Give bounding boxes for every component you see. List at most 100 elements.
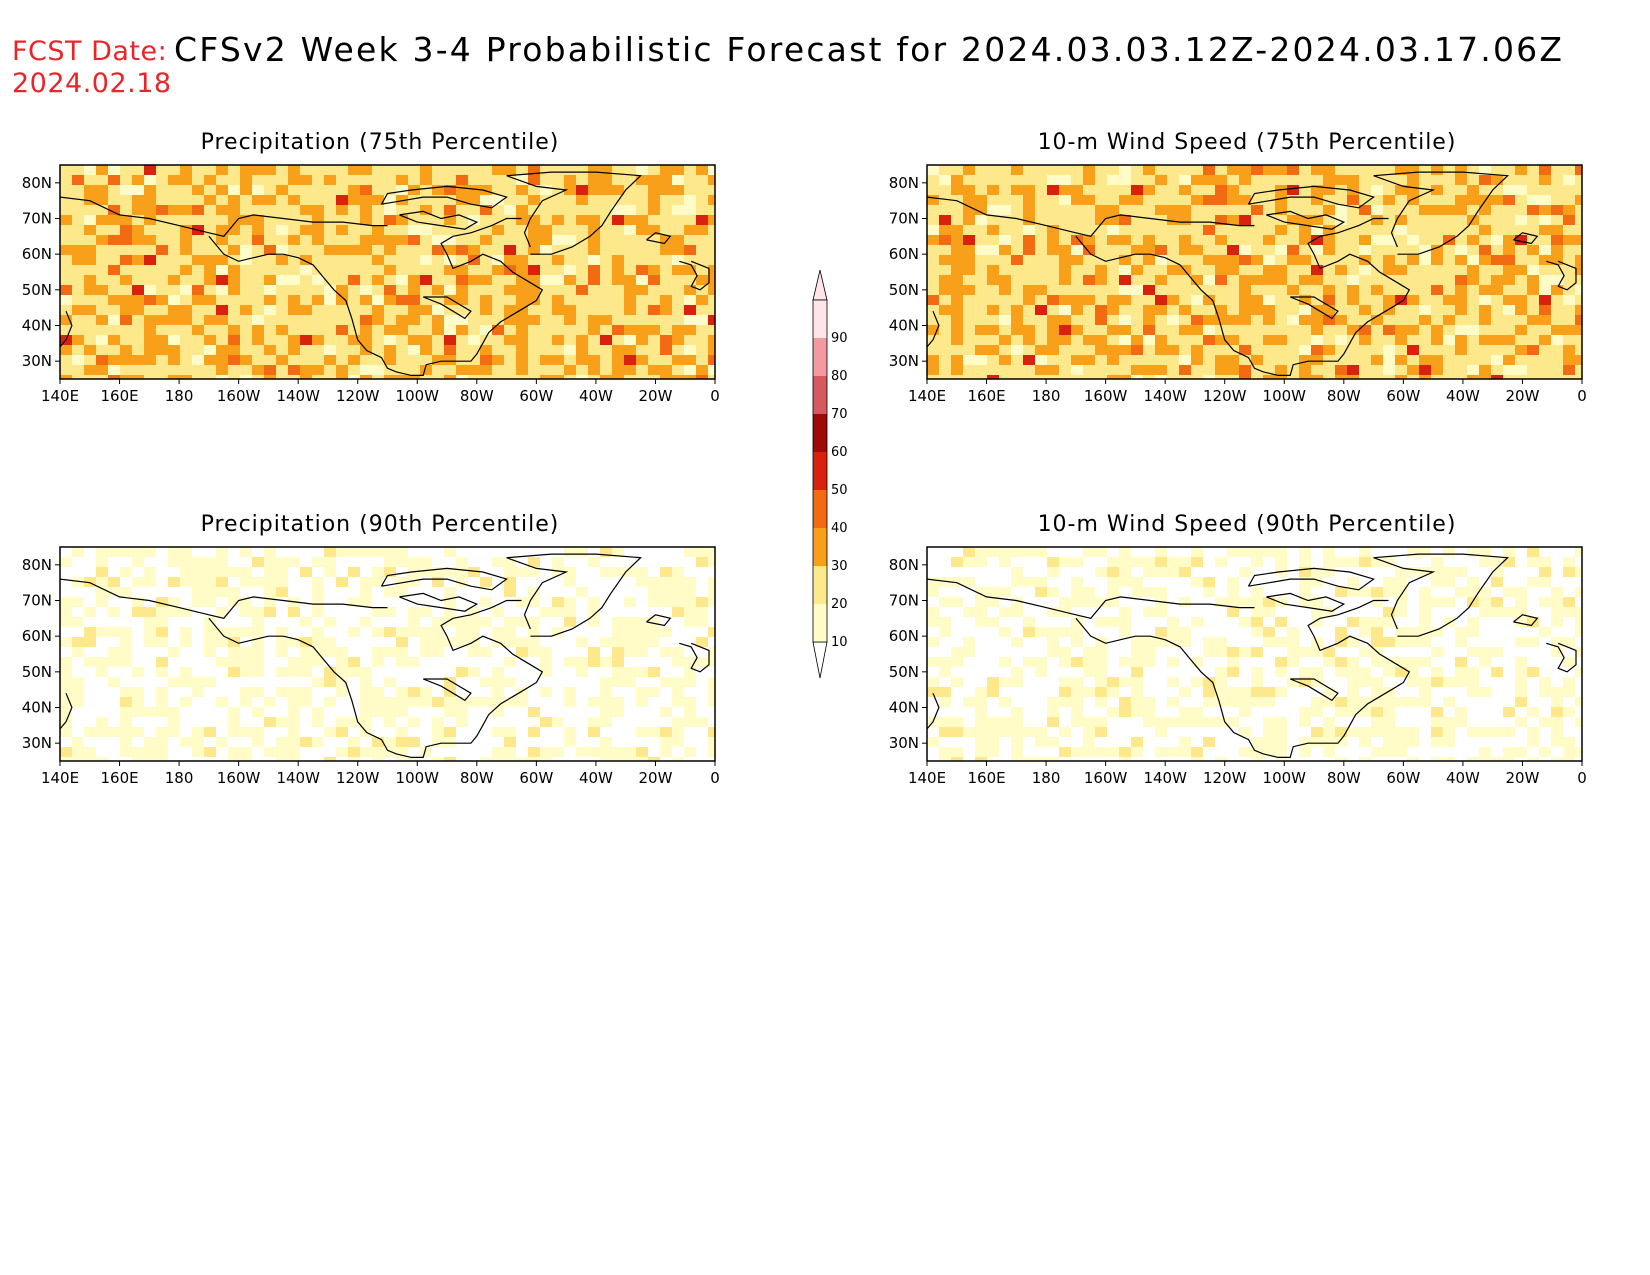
colorbar-swatch bbox=[813, 376, 827, 414]
colorbar-swatch bbox=[813, 490, 827, 528]
lon-tick-label: 20W bbox=[1505, 387, 1539, 405]
header: FCST Date: CFSv2 Week 3-4 Probabilistic … bbox=[12, 30, 1642, 100]
lat-tick-label: 50N bbox=[889, 663, 919, 681]
lon-tick-label: 140E bbox=[908, 769, 946, 787]
map-plot: 140E 160E 180 160W 140W 120W 100W 80W 60W 40W 20W 0… bbox=[889, 546, 1587, 787]
lon-tick-label: 160E bbox=[100, 769, 138, 787]
panel-title: Precipitation (75th Percentile) bbox=[200, 130, 560, 155]
lon-tick-label: 140W bbox=[276, 387, 320, 405]
panel-wind-90: 10-m Wind Speed (90th Percentile) 140E 16… bbox=[867, 512, 1627, 822]
lon-tick-label: 60W bbox=[519, 387, 553, 405]
colorbar-swatch bbox=[813, 452, 827, 490]
lat-tick-label: 70N bbox=[889, 592, 919, 610]
lon-tick-label: 160E bbox=[100, 387, 138, 405]
lon-tick-label: 160W bbox=[1084, 769, 1128, 787]
panel-title: Precipitation (90th Percentile) bbox=[200, 512, 560, 537]
colorbar: 10 20 30 40 50 60 70 80 90 bbox=[808, 269, 868, 690]
lon-tick-label: 40W bbox=[579, 769, 613, 787]
lon-tick-label: 180 bbox=[165, 769, 194, 787]
lat-tick-label: 30N bbox=[22, 352, 52, 370]
lat-tick-label: 70N bbox=[22, 592, 52, 610]
lat-tick-label: 60N bbox=[889, 245, 919, 263]
panel-title: 10-m Wind Speed (90th Percentile) bbox=[1037, 512, 1457, 537]
lon-tick-label: 20W bbox=[1505, 769, 1539, 787]
lon-tick-label: 100W bbox=[396, 387, 440, 405]
colorbar-label: 50 bbox=[831, 483, 848, 498]
lat-tick-label: 30N bbox=[22, 734, 52, 752]
lat-tick-label: 60N bbox=[22, 245, 52, 263]
lon-tick-label: 80W bbox=[1327, 387, 1361, 405]
lon-tick-label: 60W bbox=[1386, 387, 1420, 405]
lat-tick-label: 40N bbox=[889, 317, 919, 335]
panel-precip-75: Precipitation (75th Percentile) 140E 160E… bbox=[0, 130, 760, 440]
lon-tick-label: 120W bbox=[336, 769, 380, 787]
lon-tick-label: 140W bbox=[1143, 387, 1187, 405]
lon-tick-label: 140W bbox=[276, 769, 320, 787]
lon-tick-label: 80W bbox=[1327, 769, 1361, 787]
lon-tick-label: 20W bbox=[638, 769, 672, 787]
lat-tick-label: 50N bbox=[889, 281, 919, 299]
lon-tick-label: 0 bbox=[1577, 769, 1587, 787]
lon-tick-label: 120W bbox=[1203, 769, 1247, 787]
lon-tick-label: 20W bbox=[638, 387, 672, 405]
lon-tick-label: 120W bbox=[1203, 387, 1247, 405]
panel-wind-75: 10-m Wind Speed (75th Percentile) 140E 16… bbox=[867, 130, 1627, 440]
colorbar-svg: 10 20 30 40 50 60 70 80 90 bbox=[812, 269, 848, 679]
lon-tick-label: 180 bbox=[1032, 387, 1061, 405]
colorbar-swatch bbox=[813, 528, 827, 566]
lon-tick-label: 160E bbox=[967, 769, 1005, 787]
lon-tick-label: 180 bbox=[165, 387, 194, 405]
fcst-date-value: 2024.02.18 bbox=[12, 68, 172, 99]
lon-tick-label: 140E bbox=[908, 387, 946, 405]
lon-tick-label: 0 bbox=[1577, 387, 1587, 405]
lat-tick-label: 80N bbox=[22, 556, 52, 574]
lon-tick-label: 160W bbox=[217, 387, 261, 405]
colorbar-label: 60 bbox=[831, 445, 848, 460]
lon-tick-label: 40W bbox=[1446, 769, 1480, 787]
lon-tick-label: 60W bbox=[1386, 769, 1420, 787]
colorbar-label: 10 bbox=[831, 635, 848, 650]
lat-tick-label: 80N bbox=[889, 174, 919, 192]
lon-tick-label: 120W bbox=[336, 387, 380, 405]
lat-tick-label: 40N bbox=[889, 699, 919, 717]
lon-tick-label: 160W bbox=[1084, 387, 1128, 405]
lat-tick-label: 30N bbox=[889, 352, 919, 370]
lat-tick-label: 70N bbox=[22, 210, 52, 228]
lon-tick-label: 80W bbox=[460, 387, 494, 405]
lon-tick-label: 180 bbox=[1032, 769, 1061, 787]
lon-tick-label: 140E bbox=[41, 387, 79, 405]
fcst-date-label: FCST Date: bbox=[12, 36, 168, 67]
lon-tick-label: 100W bbox=[1263, 387, 1307, 405]
colorbar-swatch bbox=[813, 338, 827, 376]
lat-tick-label: 60N bbox=[889, 627, 919, 645]
lon-tick-label: 0 bbox=[710, 769, 720, 787]
colorbar-swatch bbox=[813, 604, 827, 642]
lat-tick-label: 70N bbox=[889, 210, 919, 228]
colorbar-label: 40 bbox=[831, 521, 848, 536]
lon-tick-label: 140W bbox=[1143, 769, 1187, 787]
colorbar-swatch bbox=[813, 300, 827, 338]
lat-tick-label: 80N bbox=[22, 174, 52, 192]
map-plot: 140E 160E 180 160W 140W 120W 100W 80W 60W 40W 20W 0… bbox=[22, 164, 720, 405]
lon-tick-label: 160W bbox=[217, 769, 261, 787]
lon-tick-label: 60W bbox=[519, 769, 553, 787]
colorbar-label: 80 bbox=[831, 369, 848, 384]
map-plot: 140E 160E 180 160W 140W 120W 100W 80W 60W 40W 20W 0… bbox=[22, 546, 720, 787]
colorbar-label: 70 bbox=[831, 407, 848, 422]
panel-title: 10-m Wind Speed (75th Percentile) bbox=[1037, 130, 1457, 155]
lon-tick-label: 100W bbox=[396, 769, 440, 787]
colorbar-label: 20 bbox=[831, 597, 848, 612]
main-title: CFSv2 Week 3-4 Probabilistic Forecast fo… bbox=[174, 30, 1565, 69]
lon-tick-label: 40W bbox=[579, 387, 613, 405]
lat-tick-label: 40N bbox=[22, 699, 52, 717]
map-plot: 140E 160E 180 160W 140W 120W 100W 80W 60W 40W 20W 0… bbox=[889, 164, 1587, 405]
lon-tick-label: 160E bbox=[967, 387, 1005, 405]
colorbar-label: 90 bbox=[831, 331, 848, 346]
lat-tick-label: 80N bbox=[889, 556, 919, 574]
lon-tick-label: 140E bbox=[41, 769, 79, 787]
lat-tick-label: 50N bbox=[22, 663, 52, 681]
panel-precip-90: Precipitation (90th Percentile) 140E 160E… bbox=[0, 512, 760, 822]
lat-tick-label: 50N bbox=[22, 281, 52, 299]
lat-tick-label: 30N bbox=[889, 734, 919, 752]
lat-tick-label: 60N bbox=[22, 627, 52, 645]
